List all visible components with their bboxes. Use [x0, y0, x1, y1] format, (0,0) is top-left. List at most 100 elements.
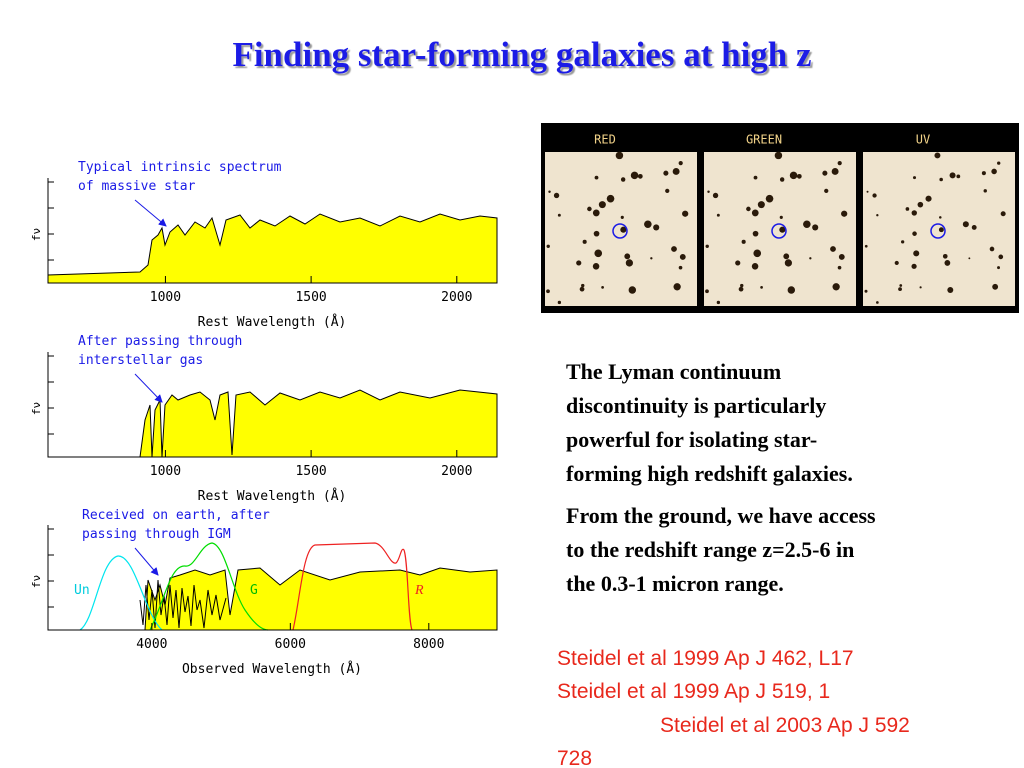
star: [644, 220, 652, 229]
star: [673, 283, 681, 291]
star: [939, 177, 943, 182]
paragraph-line: discontinuity is particularly: [566, 393, 826, 418]
paragraph-line: powerful for isolating star-: [566, 427, 817, 452]
star: [705, 289, 709, 294]
star: [934, 152, 941, 159]
star: [751, 263, 759, 270]
star: [712, 192, 719, 199]
star: [620, 226, 627, 233]
star: [620, 215, 624, 219]
arrow: [134, 547, 159, 576]
star: [678, 161, 683, 166]
star: [672, 167, 680, 175]
image-label: RED: [594, 133, 616, 147]
paragraph-line: forming high redshift galaxies.: [566, 461, 853, 486]
star: [968, 257, 971, 260]
slide-title: Finding star-forming galaxies at high z: [232, 35, 811, 74]
star: [753, 249, 762, 258]
star: [592, 263, 600, 270]
star: [812, 224, 819, 231]
star: [716, 213, 720, 217]
target-marker: [771, 223, 787, 239]
star: [983, 189, 987, 193]
x-tick-label: 6000: [275, 637, 306, 652]
star: [615, 151, 624, 160]
image-label: UV: [916, 133, 930, 147]
lyman-forest: [139, 579, 227, 629]
star: [831, 167, 839, 175]
star: [783, 253, 790, 260]
star: [679, 253, 686, 260]
star: [779, 215, 783, 219]
x-axis-label: Rest Wavelength (Å): [198, 314, 347, 330]
x-tick-label: 8000: [413, 637, 444, 652]
star: [981, 171, 986, 176]
star: [601, 285, 604, 289]
star: [899, 284, 903, 287]
paragraph-line: to the redshift range z=2.5-6 in: [566, 537, 854, 562]
reference: 728: [557, 747, 592, 768]
star: [752, 230, 759, 237]
star: [705, 244, 709, 248]
filter-curve: [79, 555, 163, 631]
star: [803, 220, 811, 229]
star: [557, 213, 561, 217]
star: [671, 246, 677, 252]
star: [866, 190, 869, 193]
star: [796, 173, 802, 179]
star: [841, 210, 848, 217]
filter-label: R: [414, 583, 424, 598]
arrow: [134, 373, 163, 403]
y-axis-label: fν: [30, 575, 43, 588]
star: [944, 260, 951, 266]
annotation: passing through IGM: [82, 527, 231, 542]
star: [741, 239, 746, 244]
star: [779, 226, 786, 233]
star: [911, 210, 917, 216]
star: [740, 283, 744, 288]
annotation: Received on earth, after: [82, 508, 270, 523]
annotation: Typical intrinsic spectrum: [78, 160, 282, 175]
annotation: interstellar gas: [78, 353, 203, 368]
star: [678, 265, 683, 270]
star: [625, 259, 634, 267]
star: [947, 286, 954, 293]
axis: [47, 352, 497, 458]
star: [939, 216, 942, 219]
axis: [47, 178, 497, 284]
paragraph-line: From the ground, we have access: [566, 503, 876, 528]
star: [942, 253, 948, 259]
star: [546, 289, 550, 294]
x-tick-label: 1500: [295, 464, 326, 479]
star: [653, 224, 660, 231]
star: [864, 289, 868, 293]
star: [938, 227, 944, 233]
arrow: [134, 199, 167, 227]
x-tick-label: 1500: [295, 290, 326, 305]
star: [592, 209, 600, 217]
star: [991, 168, 997, 175]
star: [598, 201, 606, 209]
star: [894, 260, 899, 266]
star: [582, 239, 587, 244]
star: [917, 201, 924, 208]
star: [738, 286, 744, 292]
reference: Steidel et al 1999 Ap J 519, 1: [557, 680, 830, 703]
filter-curve: [149, 542, 269, 631]
star: [593, 230, 600, 237]
star: [753, 175, 758, 180]
star: [912, 231, 917, 236]
star: [624, 253, 631, 260]
star: [576, 260, 582, 266]
star: [911, 263, 917, 269]
axis: [47, 525, 497, 631]
star: [594, 249, 603, 258]
x-axis-label: Rest Wavelength (Å): [198, 488, 347, 504]
y-axis-label: fν: [30, 228, 43, 241]
star: [832, 283, 840, 291]
x-tick-label: 4000: [136, 637, 167, 652]
star: [971, 224, 977, 230]
star: [606, 194, 615, 203]
star: [637, 173, 643, 179]
